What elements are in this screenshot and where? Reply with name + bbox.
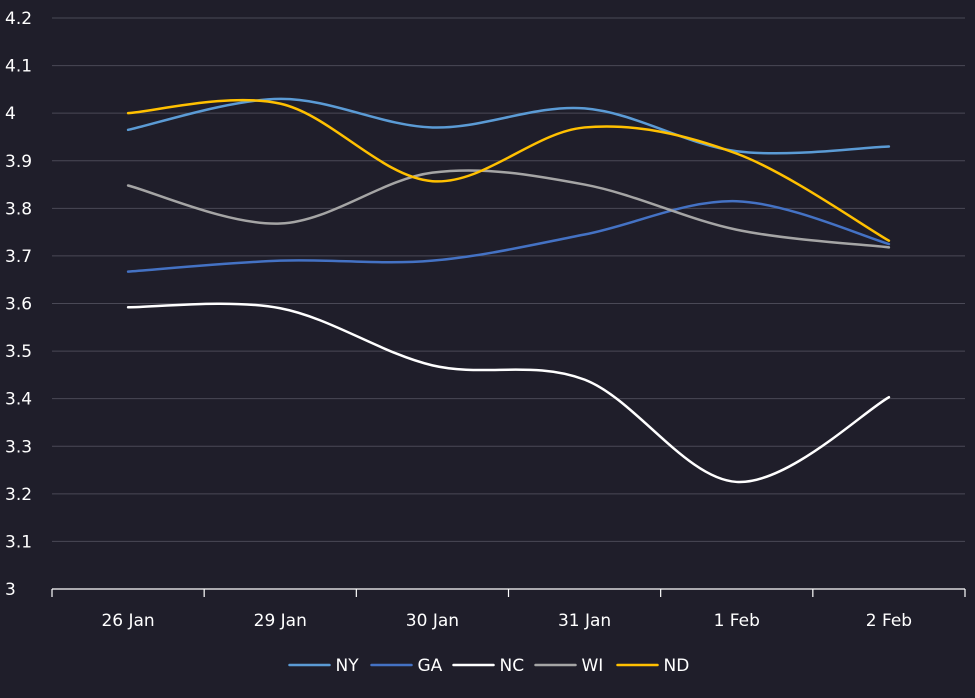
legend-label-ny: NY (336, 656, 360, 676)
y-tick-label: 4.1 (5, 57, 32, 77)
x-axis: 26 Jan 29 Jan 30 Jan 31 Jan 1 Feb 2 Feb (51, 588, 966, 631)
y-axis-tick-labels: 3 3.1 3.2 3.3 3.4 3.5 3.6 3.7 3.8 3.9 4 4.1 4.2 (5, 9, 32, 600)
x-tick-label: 26 Jan (101, 611, 154, 631)
x-tick-label: 30 Jan (406, 611, 459, 631)
legend-label-nc: NC (500, 656, 525, 676)
y-tick-label: 3.4 (5, 390, 32, 410)
x-tick-label: 31 Jan (558, 611, 611, 631)
legend-label-wi: WI (582, 656, 604, 676)
y-tick-label: 3.8 (5, 199, 32, 219)
y-tick-label: 4.2 (5, 9, 32, 29)
series-line-ga (126, 199, 891, 273)
series-line-nc (126, 302, 891, 484)
y-tick-label: 3.1 (5, 532, 32, 552)
series-line-wi (126, 169, 891, 249)
x-tick-label: 1 Feb (714, 611, 760, 631)
y-tick-label: 3.5 (5, 342, 32, 362)
x-tick-label: 2 Feb (866, 611, 912, 631)
y-tick-label: 3 (5, 580, 16, 600)
y-tick-label: 3.9 (5, 152, 32, 172)
y-tick-label: 3.3 (5, 437, 32, 457)
legend: NY GA NC WI ND (288, 656, 690, 676)
y-tick-label: 3.6 (5, 295, 32, 315)
x-tick-label: 29 Jan (254, 611, 307, 631)
legend-label-nd: ND (664, 656, 690, 676)
series-lines (126, 97, 891, 484)
y-tick-label: 3.2 (5, 485, 32, 505)
y-tick-label: 3.7 (5, 247, 32, 267)
gridlines (52, 17, 965, 542)
series-line-ny (126, 97, 891, 155)
series-line-nd (126, 98, 891, 242)
legend-label-ga: GA (418, 656, 443, 676)
y-tick-label: 4 (5, 104, 16, 124)
